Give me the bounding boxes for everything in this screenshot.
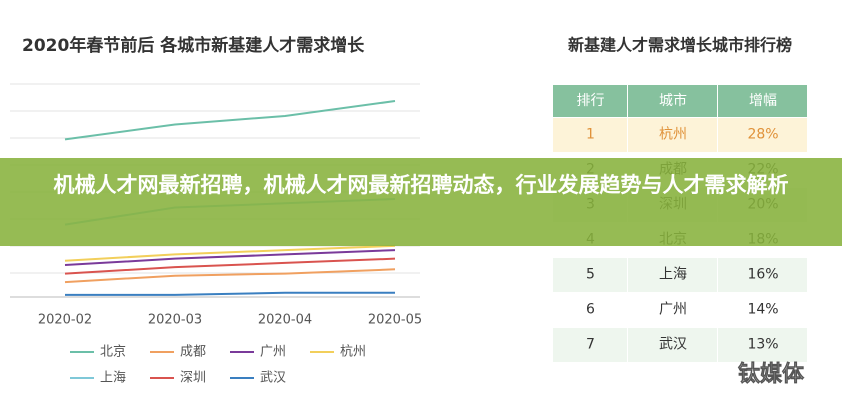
table-cell bbox=[553, 258, 627, 292]
legend-label: 上海 bbox=[100, 371, 126, 386]
series-line bbox=[64, 249, 396, 267]
table-text: 28% bbox=[747, 127, 778, 143]
table-title: 新基建人才需求增长城市排行榜 bbox=[568, 36, 792, 55]
table-cell bbox=[553, 293, 627, 327]
table-cell bbox=[553, 328, 627, 362]
table-text: 14% bbox=[747, 302, 778, 318]
table-cell bbox=[628, 293, 717, 327]
table-text: 16% bbox=[747, 267, 778, 283]
series-line bbox=[64, 257, 396, 275]
series-line bbox=[65, 291, 395, 296]
table-cell bbox=[718, 258, 807, 292]
table-text: 上海 bbox=[659, 267, 687, 283]
legend-label: 北京 bbox=[100, 345, 126, 360]
header-text: 城市 bbox=[659, 92, 687, 109]
legend-label: 深圳 bbox=[180, 371, 206, 386]
legend-label: 成都 bbox=[180, 345, 206, 360]
table-cell bbox=[718, 328, 807, 362]
table-text: 6 bbox=[586, 302, 595, 318]
table-text: 5 bbox=[586, 267, 595, 283]
header-cell bbox=[718, 85, 807, 117]
series-line bbox=[64, 244, 396, 262]
header-cell bbox=[628, 85, 717, 117]
legend-label: 武汉 bbox=[260, 371, 286, 386]
table-cell bbox=[553, 118, 627, 152]
legend-label: 杭州 bbox=[340, 345, 366, 360]
chart-title: 2020年春节前后 各城市新基建人才需求增长 bbox=[22, 35, 365, 56]
watermark: 钛媒体 bbox=[738, 361, 805, 387]
table-text: 广州 bbox=[659, 302, 687, 318]
table-cell bbox=[628, 118, 717, 152]
table-text: 武汉 bbox=[659, 337, 687, 353]
banner: 机械人才网最新招聘，机械人才网最新招聘动态，行业发展趋势与人才需求解析 bbox=[0, 158, 842, 246]
table-text: 杭州 bbox=[659, 127, 687, 143]
series-line bbox=[64, 268, 396, 284]
table-cell bbox=[628, 258, 717, 292]
x-tick-label: 2020-03 bbox=[148, 313, 202, 328]
x-tick-label: 2020-04 bbox=[258, 313, 312, 328]
header-cell bbox=[553, 85, 627, 117]
table-text: 1 bbox=[586, 127, 595, 143]
table-cell bbox=[628, 328, 717, 362]
table-text: 7 bbox=[586, 337, 595, 353]
header-text: 排行 bbox=[577, 93, 605, 109]
legend-label: 广州 bbox=[260, 345, 286, 360]
series-line bbox=[64, 100, 396, 141]
header-text: 增幅 bbox=[749, 93, 777, 109]
table-cell bbox=[718, 118, 807, 152]
table-text: 13% bbox=[747, 337, 778, 353]
table-cell bbox=[718, 293, 807, 327]
x-tick-label: 2020-02 bbox=[38, 313, 92, 328]
x-tick-label: 2020-05 bbox=[368, 313, 422, 328]
